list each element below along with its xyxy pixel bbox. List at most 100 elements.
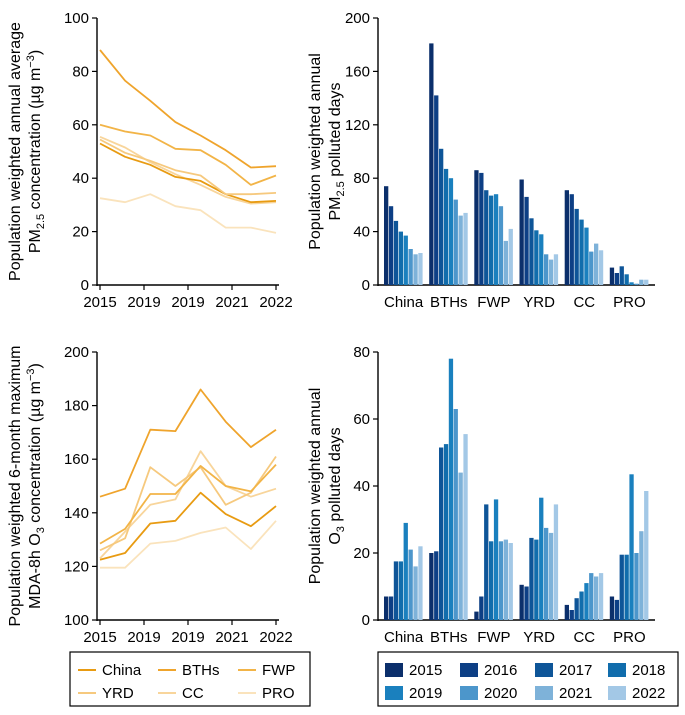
series-line-pro xyxy=(100,520,277,569)
bar-pro-2015 xyxy=(609,596,615,620)
series-line-bths xyxy=(99,49,277,169)
x-category-label: BTHs xyxy=(430,629,468,646)
legend-line-label: China xyxy=(102,662,142,679)
bar-pro-2019 xyxy=(629,474,634,620)
legend-year-label: 2020 xyxy=(484,685,517,702)
bar-china-2021 xyxy=(413,566,418,620)
bar-fwp-2019 xyxy=(493,194,499,285)
bar-bths-2017 xyxy=(439,447,444,620)
bar-yrd-2021 xyxy=(548,532,554,620)
bar-pro-2021 xyxy=(639,531,644,620)
bar-cc-2017 xyxy=(574,208,579,285)
bar-cc-2021 xyxy=(594,243,599,285)
y-tick-label: 80 xyxy=(72,63,89,80)
y-tick-label: 60 xyxy=(353,411,370,428)
bar-bths-2020 xyxy=(453,199,458,285)
bar-cc-2019 xyxy=(584,227,589,285)
bar-bths-2015 xyxy=(429,43,434,286)
bar-pro-2016 xyxy=(614,599,619,620)
x-tick-label: 2019 xyxy=(127,294,160,311)
bars-group-3 xyxy=(384,358,649,620)
legend-year-label: 2022 xyxy=(632,685,665,702)
bar-fwp-2017 xyxy=(484,504,489,620)
legend-year-label: 2015 xyxy=(409,662,442,679)
bar-pro-2021 xyxy=(639,279,644,285)
bar-fwp-2018 xyxy=(489,541,494,620)
bar-cc-2020 xyxy=(589,251,594,285)
bar-fwp-2018 xyxy=(489,195,494,285)
bar-pro-2017 xyxy=(619,554,624,620)
bar-bths-2019 xyxy=(448,358,454,620)
x-category-label: YRD xyxy=(523,629,555,646)
bar-yrd-2017 xyxy=(529,218,534,286)
bar-yrd-2022 xyxy=(553,504,559,620)
bar-china-2017 xyxy=(393,220,399,285)
bar-china-2018 xyxy=(398,231,403,285)
bar-bths-2022 xyxy=(463,434,468,620)
series-line-cc xyxy=(99,450,277,560)
axes-3: 0 20 40 60 80 xyxy=(353,344,655,629)
series-line-china xyxy=(99,142,277,204)
x-tick-label: 2022 xyxy=(259,629,292,646)
bar-cc-2016 xyxy=(569,194,574,285)
bar-yrd-2015 xyxy=(519,584,524,620)
y-tick-label: 40 xyxy=(353,478,370,495)
series-line-yrd xyxy=(99,138,277,196)
x-category-label: PRO xyxy=(613,294,646,311)
y-tick-label: 40 xyxy=(72,170,89,187)
bar-china-2020 xyxy=(408,249,413,285)
bar-yrd-2020 xyxy=(544,527,549,620)
bar-pro-2022 xyxy=(644,279,649,285)
bar-yrd-2017 xyxy=(529,537,534,620)
legend-line-label: FWP xyxy=(262,662,295,679)
y-tick-label: 20 xyxy=(72,224,89,241)
y-tick-label: 100 xyxy=(64,10,89,27)
bar-fwp-2022 xyxy=(508,543,513,620)
bar-bths-2021 xyxy=(458,215,463,285)
bar-bths-2017 xyxy=(439,148,444,285)
bar-yrd-2015 xyxy=(519,179,524,285)
series-line-fwp xyxy=(99,123,277,186)
bar-cc-2017 xyxy=(574,598,579,620)
bar-cc-2015 xyxy=(564,190,569,285)
bar-cc-2016 xyxy=(569,610,574,620)
x-category-label: FWP xyxy=(477,629,510,646)
bar-bths-2016 xyxy=(434,95,439,286)
line-series-group-2 xyxy=(99,388,277,569)
legend-year-swatch xyxy=(535,663,553,677)
bar-cc-2020 xyxy=(589,573,594,620)
bar-pro-2017 xyxy=(619,266,624,285)
bar-fwp-2017 xyxy=(484,190,489,285)
bar-cc-2018 xyxy=(579,591,584,620)
y-axis-label-line1: Population weighted annual xyxy=(307,388,324,585)
y-tick-label: 60 xyxy=(72,117,89,134)
series-line-pro xyxy=(99,193,277,234)
y-axis-label-3: Population weighted annual O3 polluted da… xyxy=(307,388,347,585)
line-series-group-0 xyxy=(99,49,277,234)
bar-yrd-2018 xyxy=(534,230,539,285)
x-category-label: PRO xyxy=(613,629,646,646)
x-category-label: CC xyxy=(573,629,595,646)
legend-year-swatch xyxy=(385,663,403,677)
y-axis-label-line2: MDA-8h O3 concentration (µg m−3) xyxy=(25,363,47,609)
x-tick-label: 2021 xyxy=(215,629,248,646)
bar-yrd-2021 xyxy=(548,259,554,285)
legend-year-label: 2021 xyxy=(559,685,592,702)
bar-yrd-2016 xyxy=(524,586,529,620)
bar-pro-2022 xyxy=(644,491,649,620)
x-category-label: China xyxy=(384,629,424,646)
x-tick-label: 2019 xyxy=(171,294,204,311)
x-category-label: YRD xyxy=(523,294,555,311)
bar-pro-2016 xyxy=(614,273,619,285)
bar-china-2021 xyxy=(413,254,418,285)
bar-cc-2022 xyxy=(598,573,604,620)
y-tick-label: 160 xyxy=(64,451,89,468)
bar-china-2016 xyxy=(388,596,394,620)
y-tick-label: 120 xyxy=(345,117,370,134)
axes-2: 100 120 140 160 180 200 xyxy=(64,344,279,629)
legend-years: 2015 2016 2017 2018 2019 2020 2021 2022 xyxy=(377,651,679,707)
y-tick-label: 0 xyxy=(362,277,370,294)
bar-china-2015 xyxy=(384,596,389,620)
axes-0: 0 20 40 60 80 100 xyxy=(64,10,279,294)
legend-lines-frame xyxy=(69,651,311,707)
